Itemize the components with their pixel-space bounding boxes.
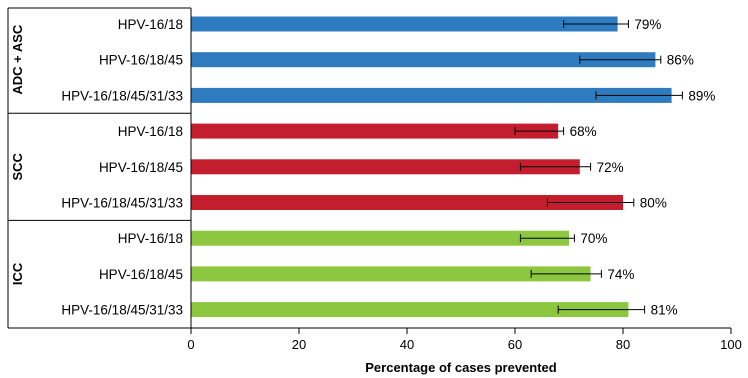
- category-label: HPV-16/18: [118, 124, 183, 139]
- value-label: 68%: [570, 124, 597, 139]
- group-label: SCC: [10, 152, 25, 180]
- value-label: 81%: [651, 303, 678, 318]
- group-label: ADC + ASC: [10, 24, 25, 95]
- bar: [191, 123, 559, 139]
- bar: [191, 195, 623, 210]
- category-label: HPV-16/18/45: [99, 53, 183, 68]
- bar: [191, 16, 618, 32]
- value-label: 72%: [597, 160, 624, 175]
- x-tick-label: 100: [720, 337, 742, 352]
- category-label: HPV-16/18: [118, 17, 183, 32]
- bar: [191, 52, 656, 68]
- bar: [191, 302, 629, 318]
- value-label: 79%: [634, 17, 661, 32]
- category-label: HPV-16/18/45/31/33: [61, 196, 183, 211]
- x-axis-title: Percentage of cases prevented: [365, 360, 557, 375]
- value-label: 89%: [688, 88, 715, 103]
- category-label: HPV-16/18/45/31/33: [61, 303, 183, 318]
- x-tick-label: 40: [400, 337, 414, 352]
- value-label: 80%: [640, 196, 667, 211]
- bar: [191, 230, 569, 246]
- x-tick-label: 80: [616, 337, 630, 352]
- bar: [191, 266, 591, 282]
- category-label: HPV-16/18/45: [99, 160, 183, 175]
- category-label: HPV-16/18/45/31/33: [61, 88, 183, 103]
- x-tick-label: 60: [508, 337, 522, 352]
- value-label: 74%: [607, 267, 634, 282]
- group-label: ICC: [10, 262, 25, 285]
- category-label: HPV-16/18/45: [99, 267, 183, 282]
- value-label: 86%: [667, 53, 694, 68]
- bar: [191, 159, 580, 175]
- bar: [191, 87, 672, 103]
- x-tick-label: 20: [292, 337, 306, 352]
- value-label: 70%: [580, 231, 607, 246]
- category-label: HPV-16/18: [118, 231, 183, 246]
- x-tick-label: 0: [187, 337, 194, 352]
